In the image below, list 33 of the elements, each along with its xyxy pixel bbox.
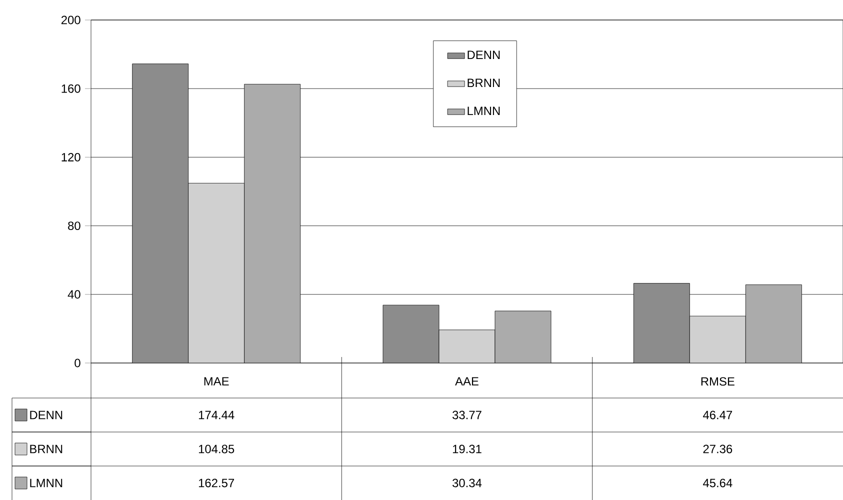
legend-label: BRNN [468, 78, 500, 87]
bar [188, 182, 245, 363]
text: LMNN [30, 478, 62, 488]
x-tick-label: AAE [455, 377, 478, 386]
x-tick-label: MAE [204, 377, 229, 386]
y-tick-label: 200 [61, 16, 80, 24]
bar [382, 304, 440, 363]
y-tick-label: 120 [62, 152, 80, 162]
text: BRNN [30, 444, 62, 454]
bar [689, 316, 746, 363]
bar [438, 330, 496, 363]
y-tick-label: 160 [62, 84, 80, 93]
y-tick-label: 40 [68, 290, 80, 299]
data-label: 27.36 [703, 444, 732, 454]
bar [244, 84, 301, 363]
data-label: 104.85 [198, 444, 234, 454]
bar [132, 64, 189, 363]
bar [633, 283, 690, 363]
bar [494, 310, 552, 363]
legend-label: DENN [468, 50, 500, 59]
y-tick-label: 0 [74, 358, 80, 368]
data-label: 46.47 [703, 410, 732, 420]
data-label: 19.31 [452, 444, 482, 454]
legend-label: LMNN [468, 106, 500, 115]
data-label: 45.64 [703, 478, 732, 488]
data-label: 162.57 [198, 478, 234, 488]
data-label: 30.34 [452, 478, 482, 488]
text: DENN [30, 410, 62, 420]
bar [745, 284, 802, 363]
data-label: 174.44 [198, 410, 234, 420]
data-label: 33.77 [452, 410, 482, 420]
y-tick-label: 80 [68, 222, 80, 230]
x-tick-label: RMSE [701, 377, 734, 386]
